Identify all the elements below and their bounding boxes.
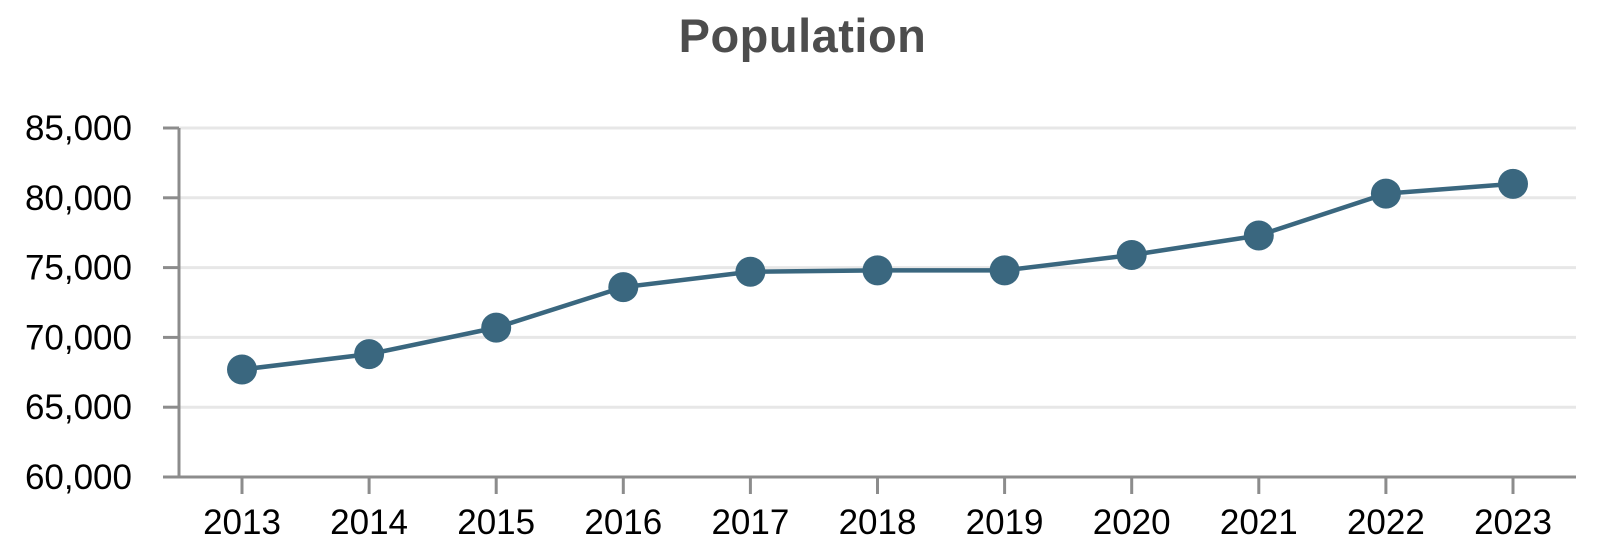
data-point-2022 <box>1370 178 1401 209</box>
x-tick-label: 2016 <box>584 503 662 542</box>
data-point-2021 <box>1243 220 1274 251</box>
data-point-2015 <box>481 312 512 343</box>
y-tick-label: 60,000 <box>25 458 132 497</box>
data-point-2019 <box>989 255 1020 286</box>
data-point-2014 <box>354 339 385 370</box>
x-tick-label: 2014 <box>330 503 408 542</box>
x-tick-label: 2017 <box>711 503 789 542</box>
y-tick-label: 65,000 <box>25 388 132 427</box>
data-point-2023 <box>1498 168 1528 199</box>
x-tick-label: 2020 <box>1093 503 1171 542</box>
x-tick-label: 2018 <box>839 503 917 542</box>
x-tick-label: 2013 <box>203 503 281 542</box>
data-point-2016 <box>608 272 639 303</box>
y-tick-label: 70,000 <box>25 318 132 357</box>
data-point-2013 <box>227 354 257 385</box>
x-tick-label: 2015 <box>457 503 535 542</box>
y-tick-label: 75,000 <box>25 249 132 288</box>
data-point-2020 <box>1116 240 1147 271</box>
x-tick-label: 2023 <box>1474 503 1552 542</box>
x-tick-label: 2021 <box>1220 503 1298 542</box>
x-tick-label: 2019 <box>966 503 1044 542</box>
data-point-2018 <box>862 255 893 286</box>
data-point-2017 <box>735 256 766 287</box>
x-tick-label: 2022 <box>1347 503 1425 542</box>
y-tick-label: 85,000 <box>25 109 132 148</box>
chart-title: Population <box>678 9 927 62</box>
y-tick-label: 80,000 <box>25 179 132 218</box>
